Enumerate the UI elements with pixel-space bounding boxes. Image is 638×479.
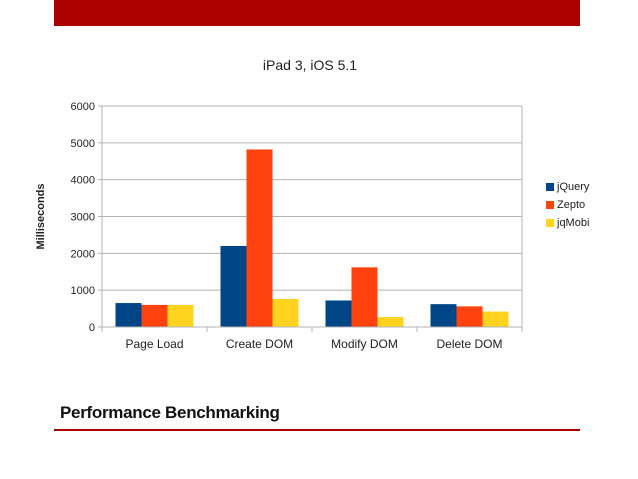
bar-zepto-create-dom bbox=[246, 149, 273, 327]
y-tick-label: 1000 bbox=[71, 285, 95, 297]
header-accent-bar bbox=[54, 0, 580, 26]
bar-jqmobi-create-dom bbox=[272, 299, 299, 327]
bar-jqmobi-delete-dom bbox=[482, 311, 509, 327]
bar-jqmobi-modify-dom bbox=[377, 317, 404, 327]
bar-zepto-delete-dom bbox=[456, 306, 483, 327]
y-tick-label: 5000 bbox=[71, 138, 95, 150]
legend-swatch bbox=[546, 219, 554, 227]
bar-zepto-modify-dom bbox=[351, 267, 378, 327]
y-tick-label: 4000 bbox=[71, 175, 95, 187]
chart-legend: jQuery Zepto jqMobi bbox=[546, 178, 589, 232]
y-tick-label: 6000 bbox=[71, 101, 95, 113]
bar-jquery-create-dom bbox=[220, 245, 247, 327]
y-tick-label: 2000 bbox=[71, 248, 95, 260]
legend-swatch bbox=[546, 201, 554, 209]
legend-label: jQuery bbox=[557, 181, 590, 193]
y-tick-label: 0 bbox=[89, 322, 95, 334]
legend-item-jqmobi: jqMobi bbox=[546, 214, 589, 232]
legend-label: Zepto bbox=[557, 199, 586, 211]
bar-jquery-page-load bbox=[115, 303, 142, 327]
bar-zepto-page-load bbox=[141, 304, 168, 327]
bar-jquery-modify-dom bbox=[325, 300, 352, 327]
y-axis-label: Milliseconds bbox=[35, 183, 47, 249]
title-underline bbox=[54, 429, 580, 431]
bar-jquery-delete-dom bbox=[430, 304, 457, 327]
slide-title: Performance Benchmarking bbox=[60, 403, 280, 422]
x-tick-label: Page Load bbox=[125, 337, 183, 351]
y-tick-label: 3000 bbox=[71, 212, 95, 224]
x-tick-label: Modify DOM bbox=[331, 337, 398, 351]
legend-swatch bbox=[546, 183, 554, 191]
legend-item-zepto: Zepto bbox=[546, 196, 589, 214]
legend-label: jqMobi bbox=[557, 217, 590, 229]
legend-item-jquery: jQuery bbox=[546, 178, 589, 196]
x-tick-label: Create DOM bbox=[226, 337, 293, 351]
bar-jqmobi-page-load bbox=[167, 304, 194, 327]
chart-title: iPad 3, iOS 5.1 bbox=[262, 57, 358, 73]
x-tick-label: Delete DOM bbox=[436, 337, 502, 351]
